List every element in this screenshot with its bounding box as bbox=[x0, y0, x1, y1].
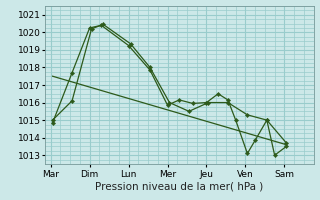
X-axis label: Pression niveau de la mer( hPa ): Pression niveau de la mer( hPa ) bbox=[95, 181, 263, 191]
